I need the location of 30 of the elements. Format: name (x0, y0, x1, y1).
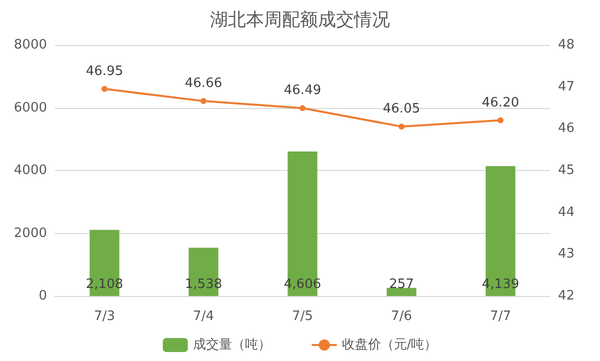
data-label: 46.95 (86, 64, 124, 79)
y2-tick-label: 43 (558, 246, 575, 262)
y-tick-label: 8000 (14, 38, 47, 52)
data-label: 46.66 (184, 76, 222, 92)
point (498, 117, 504, 124)
data-label: 46.20 (482, 95, 520, 110)
legend-label: 收盘价（元/吨） (342, 338, 438, 352)
x-tick-label: 7/6 (391, 309, 412, 324)
y2-tick-label: 45 (558, 163, 575, 178)
point (300, 105, 306, 112)
y2-tick-label: 44 (558, 204, 575, 220)
x-tick-label: 7/3 (94, 309, 115, 324)
y-tick-label: 0 (38, 288, 47, 304)
data-label: 46.49 (284, 83, 322, 98)
y2-tick-label: 48 (558, 38, 575, 52)
y2-tick-label: 42 (558, 288, 575, 304)
x-tick-label: 7/7 (490, 309, 511, 324)
y-tick-label: 2000 (14, 226, 47, 241)
x-tick-label: 7/5 (292, 309, 313, 324)
y-tick-label: 6000 (14, 100, 47, 116)
legend-label: 成交量（吨） (192, 336, 271, 352)
data-label: 46.05 (382, 102, 420, 117)
point (102, 86, 108, 92)
chart-title: 湖北本周配额成交情况 (210, 10, 390, 30)
point (200, 98, 206, 104)
y2-tick-label: 47 (558, 79, 575, 94)
point (398, 124, 404, 130)
x-tick-label: 7/4 (193, 309, 214, 324)
y2-tick-label: 46 (558, 121, 575, 136)
y-tick-label: 4000 (14, 163, 47, 178)
